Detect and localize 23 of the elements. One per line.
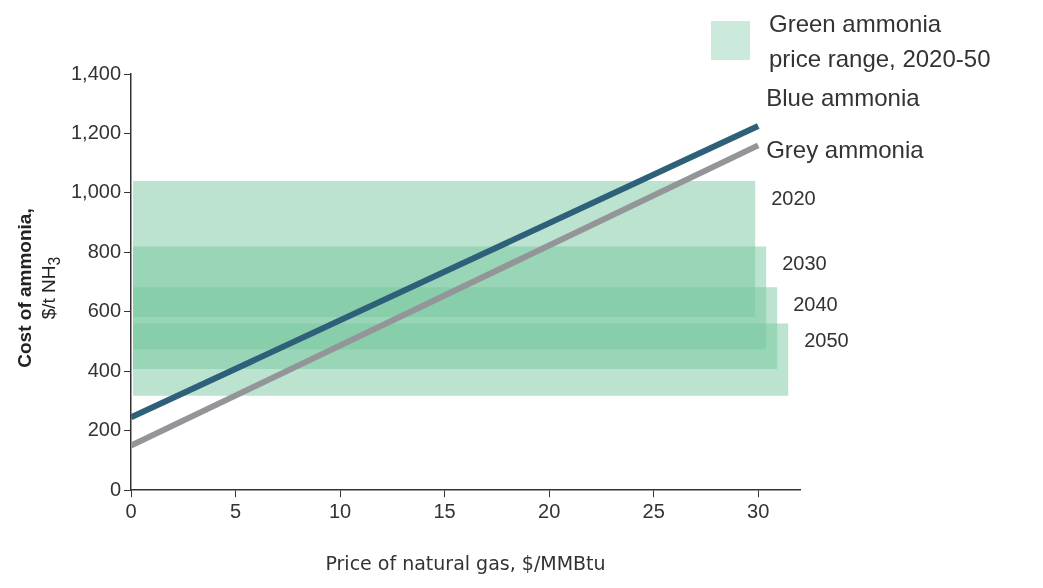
x-tick-label: 25 xyxy=(642,499,665,522)
y-tick-label: 600 xyxy=(87,299,122,322)
band-label: 2030 xyxy=(782,251,827,274)
y-tick-label: 1,200 xyxy=(70,120,122,143)
x-tick-label: 15 xyxy=(433,499,456,522)
series-label: Grey ammonia xyxy=(766,135,925,163)
y-tick-label: 800 xyxy=(87,239,122,262)
x-tick-label: 10 xyxy=(328,499,352,522)
y-tick-label: 1,000 xyxy=(70,180,122,203)
band-label: 2050 xyxy=(804,328,849,351)
legend-title: Green ammonia price range, 2020-50 xyxy=(769,9,991,74)
y-tick-label: 0 xyxy=(109,477,122,500)
x-tick-label: 0 xyxy=(125,499,137,522)
y-tick-label: 200 xyxy=(87,418,122,441)
y-tick-label: 1,400 xyxy=(70,61,122,84)
band-label: 2020 xyxy=(771,186,816,209)
series-label: Blue ammonia xyxy=(766,83,921,111)
x-tick-label: 30 xyxy=(747,499,770,522)
band-label: 2040 xyxy=(793,292,838,315)
y-tick-label: 400 xyxy=(87,358,122,381)
x-tick-label: 20 xyxy=(538,499,561,522)
x-tick-label: 5 xyxy=(230,499,242,522)
x-axis-title: Price of natural gas, $/MMBtu xyxy=(325,551,606,574)
